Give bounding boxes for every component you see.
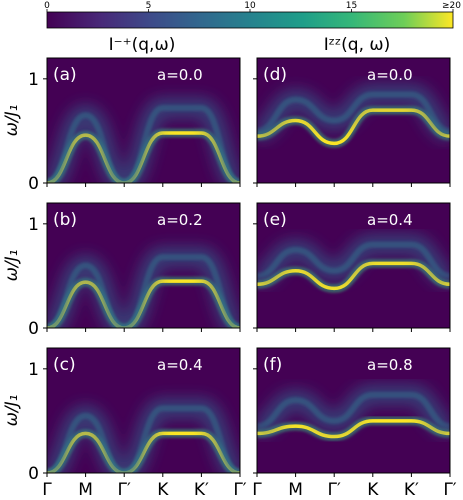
panel-b: (b) a=0.2 0 1 ω/J₁ bbox=[2, 202, 241, 339]
x-tick-label: K bbox=[157, 480, 169, 500]
y-axis-label: ω/J₁ bbox=[2, 250, 22, 282]
y-axis-label: ω/J₁ bbox=[2, 105, 22, 137]
x-tick-label: K′ bbox=[194, 480, 209, 500]
panel-annotation: a=0.8 bbox=[367, 356, 413, 374]
panel-annotation: a=0.4 bbox=[367, 211, 413, 229]
column-title-left: I⁻⁺(q,ω) bbox=[109, 35, 176, 55]
y-tick-label: 0 bbox=[28, 319, 39, 339]
x-tick-label: Γ bbox=[252, 480, 262, 500]
colorbar-tick-label: 0 bbox=[44, 1, 50, 11]
continuum-ridge bbox=[47, 405, 240, 473]
continuum-ridge bbox=[257, 241, 450, 279]
panel-f: (f) a=0.8 Γ M Γ′ K K′ Γ′ bbox=[252, 347, 457, 500]
panel-frame bbox=[46, 57, 241, 184]
continuum-ridge bbox=[257, 391, 450, 430]
panel-label: (c) bbox=[53, 355, 76, 375]
panel-c: (c) a=0.4 0 1 Γ M Γ′ K K′ Γ′ ω/J₁ bbox=[2, 347, 247, 500]
colorbar-tick-label: 10 bbox=[244, 1, 256, 11]
x-tick-label: Γ bbox=[42, 480, 52, 500]
colorbar-gradient bbox=[46, 11, 454, 29]
y-tick-label: 1 bbox=[28, 360, 39, 380]
continuum-ridge bbox=[47, 104, 240, 183]
panel-frame bbox=[256, 57, 451, 184]
x-tick-label: Γ′ bbox=[233, 480, 246, 500]
panel-frame bbox=[256, 347, 451, 474]
colorbar-tick-label: 5 bbox=[146, 1, 152, 11]
x-tick-label: K bbox=[367, 480, 379, 500]
dispersion-curve bbox=[257, 419, 450, 439]
y-tick-label: 1 bbox=[28, 215, 39, 235]
panel-e: (e) a=0.4 bbox=[253, 202, 451, 332]
column-title-right: Iᶻᶻ(q, ω) bbox=[324, 35, 391, 55]
y-tick-label: 0 bbox=[28, 464, 39, 484]
panel-annotation: a=0.0 bbox=[367, 66, 413, 84]
continuum-ridge bbox=[47, 254, 240, 328]
x-tick-label: K′ bbox=[404, 480, 419, 500]
y-tick-label: 1 bbox=[28, 70, 39, 90]
panel-label: (b) bbox=[53, 210, 77, 230]
dispersion-curve bbox=[257, 261, 450, 291]
panel-frame bbox=[46, 347, 241, 474]
colorbar-tick-label: ≥20 bbox=[442, 1, 461, 11]
colorbar: 0 5 10 15 ≥20 bbox=[44, 1, 461, 29]
panel-annotation: a=0.4 bbox=[157, 356, 203, 374]
panel-annotation: a=0.2 bbox=[157, 211, 203, 229]
x-tick-label: M bbox=[78, 480, 93, 500]
y-tick-label: 0 bbox=[28, 174, 39, 194]
x-tick-label: Γ′ bbox=[443, 480, 456, 500]
panel-label: (d) bbox=[263, 65, 287, 85]
panel-label: (a) bbox=[53, 65, 77, 85]
x-tick-label: Γ′ bbox=[328, 480, 341, 500]
panel-annotation: a=0.0 bbox=[157, 66, 203, 84]
y-axis-label: ω/J₁ bbox=[2, 395, 22, 427]
x-tick-label: Γ′ bbox=[118, 480, 131, 500]
colorbar-tick-label: 15 bbox=[346, 1, 357, 11]
panel-frame bbox=[256, 202, 451, 329]
continuum-ridge bbox=[257, 91, 450, 134]
panel-frame bbox=[46, 202, 241, 329]
panel-a: (a) a=0.0 0 1 ω/J₁ bbox=[2, 57, 241, 194]
panel-d: (d) a=0.0 bbox=[253, 57, 451, 187]
panel-label: (f) bbox=[263, 355, 282, 375]
panel-label: (e) bbox=[263, 210, 287, 230]
x-tick-label: M bbox=[288, 480, 303, 500]
